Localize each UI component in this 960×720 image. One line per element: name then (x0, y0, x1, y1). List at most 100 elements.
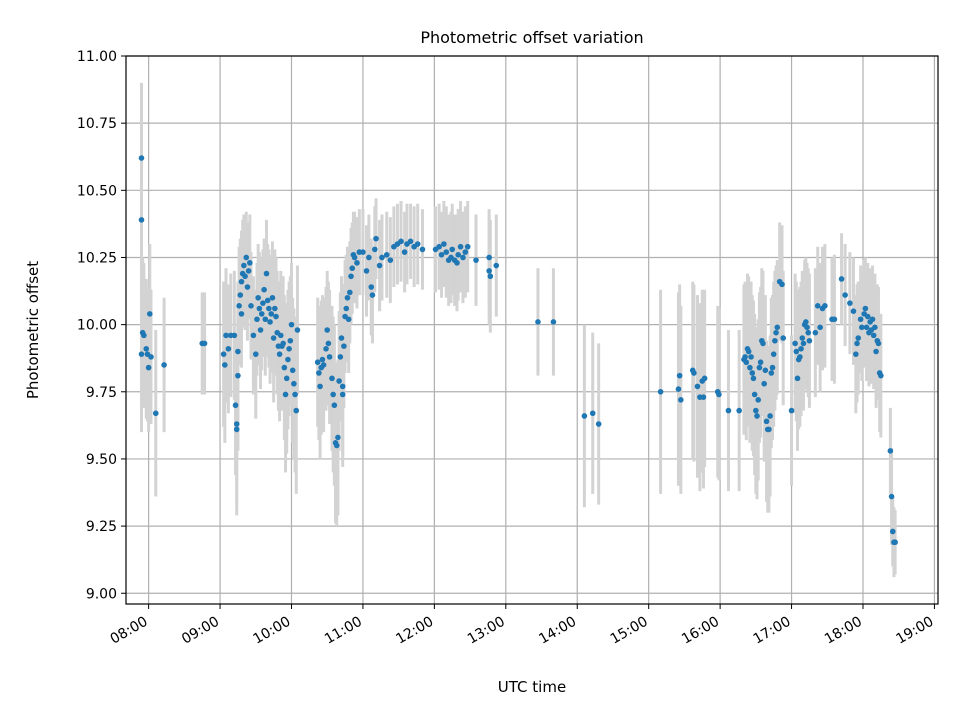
data-point (855, 335, 862, 341)
data-point (233, 421, 240, 427)
data-point (341, 343, 347, 349)
data-point (460, 254, 466, 261)
data-point (320, 362, 327, 368)
data-point (316, 370, 322, 376)
data-point (138, 351, 145, 357)
data-point (345, 316, 352, 323)
data-point (333, 442, 340, 449)
chart-title: Photometric offset variation (420, 28, 643, 47)
data-point (287, 337, 294, 344)
data-point (595, 421, 602, 427)
data-point (245, 268, 252, 274)
data-point (232, 402, 239, 409)
data-point (238, 278, 245, 285)
data-point (291, 380, 297, 387)
data-point (888, 493, 895, 500)
data-point (273, 313, 279, 320)
data-point (857, 316, 864, 323)
data-point (407, 238, 414, 245)
data-point (761, 380, 767, 387)
data-point (351, 254, 358, 261)
data-point (376, 262, 383, 269)
data-point (414, 241, 421, 247)
data-point (814, 303, 821, 309)
data-point (878, 372, 884, 379)
data-point (487, 273, 494, 280)
data-point (286, 346, 292, 352)
data-point (436, 243, 442, 250)
data-point (261, 286, 267, 293)
data-point (387, 257, 394, 263)
data-point (401, 249, 408, 255)
data-point (751, 391, 758, 398)
data-point (750, 375, 757, 382)
data-point (842, 292, 848, 298)
data-point (725, 407, 732, 414)
data-point (873, 348, 879, 355)
data-point (335, 434, 341, 441)
data-point (339, 383, 346, 390)
data-point (363, 268, 370, 274)
data-point (348, 273, 354, 280)
data-point (373, 235, 379, 242)
data-point (289, 367, 296, 374)
data-point (803, 319, 809, 325)
data-point (853, 351, 859, 357)
data-point (831, 316, 838, 323)
data-point (800, 340, 807, 347)
data-point (889, 528, 896, 535)
data-point (141, 332, 147, 339)
data-point (454, 260, 460, 266)
data-point (817, 324, 823, 331)
data-point (766, 426, 772, 433)
data-point (138, 217, 145, 223)
data-point (755, 397, 762, 403)
data-point (201, 340, 208, 347)
data-point (862, 305, 869, 312)
data-point (254, 316, 260, 323)
data-point (294, 327, 301, 333)
y-tick-label: 9.75 (86, 385, 117, 401)
data-point (757, 359, 764, 366)
data-point (338, 335, 345, 341)
data-point (247, 260, 253, 266)
data-point (360, 249, 366, 255)
data-point (441, 241, 447, 247)
data-point (272, 305, 278, 312)
data-point (449, 246, 456, 253)
data-point (694, 383, 701, 390)
data-point (753, 407, 759, 414)
x-tick-label: 08:00 (108, 614, 151, 648)
data-point (266, 305, 272, 312)
data-point (747, 364, 753, 371)
data-point (325, 340, 332, 347)
data-point (280, 340, 286, 347)
data-point (369, 292, 376, 298)
data-point (326, 354, 333, 360)
data-point (264, 297, 271, 304)
data-points (138, 155, 898, 546)
data-point (349, 265, 356, 272)
y-tick-label: 10.00 (77, 318, 117, 334)
x-tick-label: 16:00 (679, 614, 722, 648)
data-point (806, 337, 813, 344)
data-point (657, 388, 664, 395)
data-point (143, 346, 150, 352)
x-tick-label: 12:00 (393, 614, 436, 648)
data-point (773, 329, 779, 336)
data-point (336, 378, 342, 384)
data-point (343, 305, 350, 312)
data-point (263, 270, 270, 277)
data-point (486, 268, 492, 274)
data-point (742, 354, 748, 360)
data-point (812, 329, 819, 336)
x-tick-label: 10:00 (251, 614, 294, 648)
data-point (347, 289, 353, 296)
data-point (282, 391, 289, 398)
data-point (317, 383, 323, 390)
data-point (589, 410, 596, 417)
data-point (383, 251, 390, 258)
data-point (152, 410, 159, 417)
data-point (379, 254, 385, 261)
data-point (257, 327, 264, 333)
